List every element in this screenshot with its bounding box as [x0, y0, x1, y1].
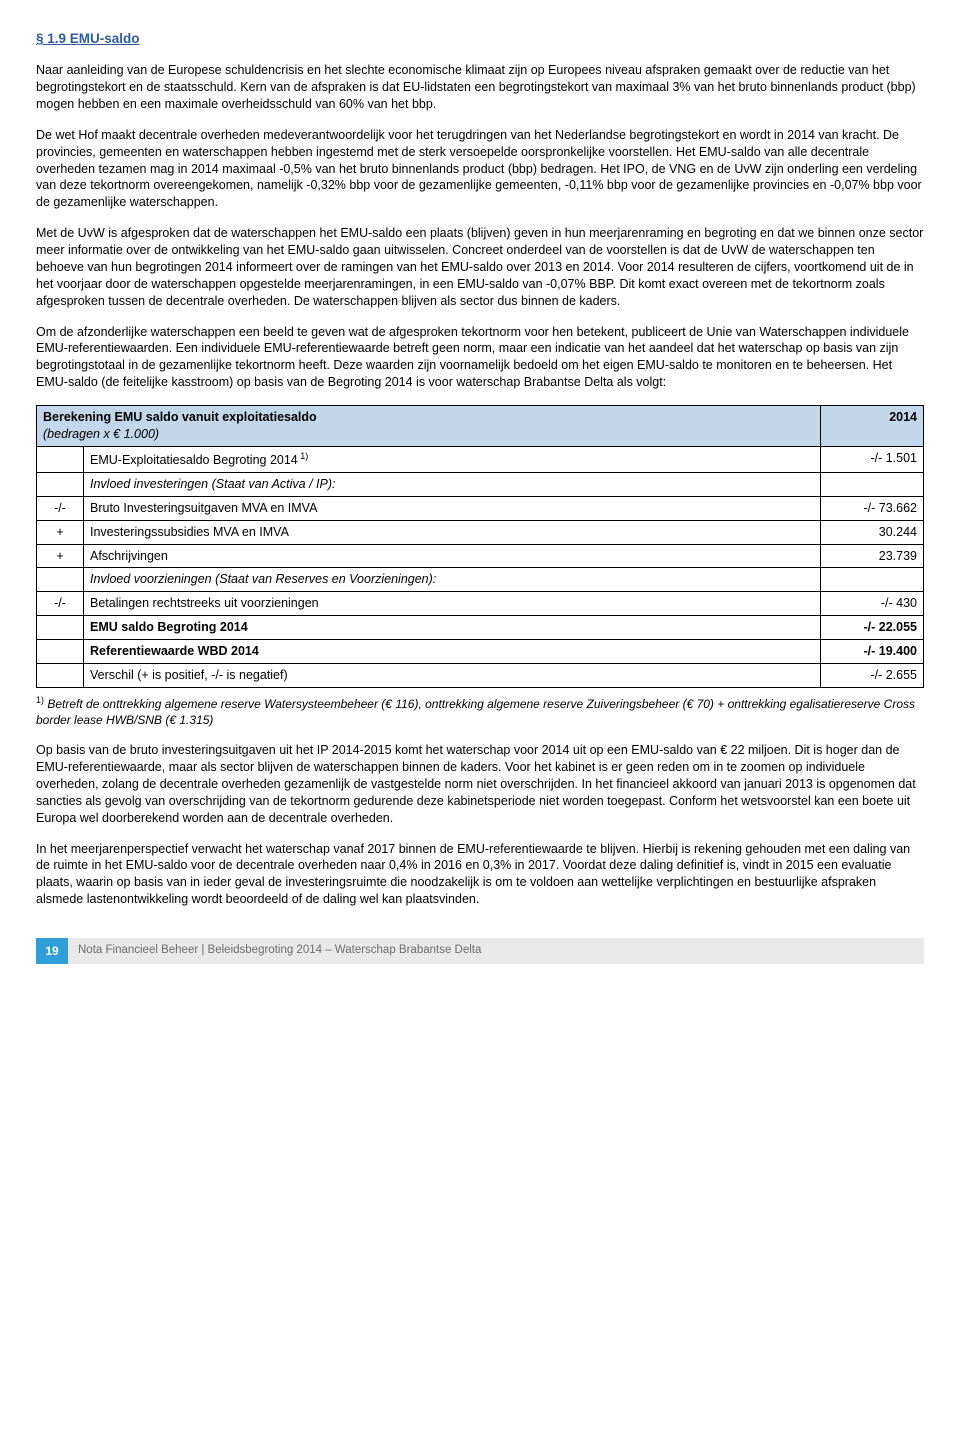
row-operator: +	[37, 544, 84, 568]
page-footer: 19 Nota Financieel Beheer | Beleidsbegro…	[36, 938, 924, 964]
row-value	[821, 472, 924, 496]
row-value: -/- 2.655	[821, 663, 924, 687]
row-operator	[37, 663, 84, 687]
row-value: -/- 1.501	[821, 446, 924, 472]
table-row: EMU saldo Begroting 2014-/- 22.055	[37, 616, 924, 640]
row-label: EMU-Exploitatiesaldo Begroting 2014 1)	[84, 446, 821, 472]
paragraph-5: Op basis van de bruto investeringsuitgav…	[36, 742, 924, 826]
table-row: -/-Bruto Investeringsuitgaven MVA en IMV…	[37, 496, 924, 520]
row-operator: -/-	[37, 592, 84, 616]
row-label: EMU saldo Begroting 2014	[84, 616, 821, 640]
table-row: -/-Betalingen rechtstreeks uit voorzieni…	[37, 592, 924, 616]
footnote-marker: 1)	[36, 695, 44, 705]
row-label: Referentiewaarde WBD 2014	[84, 640, 821, 664]
table-row: Invloed investeringen (Staat van Activa …	[37, 472, 924, 496]
row-label: Bruto Investeringsuitgaven MVA en IMVA	[84, 496, 821, 520]
paragraph-3: Met de UvW is afgesproken dat de watersc…	[36, 225, 924, 309]
row-value: -/- 19.400	[821, 640, 924, 664]
footnote-text: Betreft de onttrekking algemene reserve …	[36, 697, 915, 727]
row-label: Invloed voorzieningen (Staat van Reserve…	[84, 568, 821, 592]
row-operator	[37, 472, 84, 496]
footer-text: Nota Financieel Beheer | Beleidsbegrotin…	[68, 938, 924, 964]
row-operator: -/-	[37, 496, 84, 520]
table-row: Verschil (+ is positief, -/- is negatief…	[37, 663, 924, 687]
paragraph-2: De wet Hof maakt decentrale overheden me…	[36, 127, 924, 211]
table-row: Invloed voorzieningen (Staat van Reserve…	[37, 568, 924, 592]
row-label: Verschil (+ is positief, -/- is negatief…	[84, 663, 821, 687]
table-row: +Investeringssubsidies MVA en IMVA30.244	[37, 520, 924, 544]
page-number: 19	[36, 938, 68, 964]
table-row: EMU-Exploitatiesaldo Begroting 2014 1)-/…	[37, 446, 924, 472]
table-row: Referentiewaarde WBD 2014-/- 19.400	[37, 640, 924, 664]
table-header-line1: Berekening EMU saldo vanuit exploitaties…	[43, 410, 317, 424]
row-label: Investeringssubsidies MVA en IMVA	[84, 520, 821, 544]
section-heading: § 1.9 EMU-saldo	[36, 30, 924, 48]
row-label: Invloed investeringen (Staat van Activa …	[84, 472, 821, 496]
row-value: 30.244	[821, 520, 924, 544]
row-value	[821, 568, 924, 592]
table-footnote: 1) Betreft de onttrekking algemene reser…	[36, 694, 924, 728]
row-operator	[37, 616, 84, 640]
table-header-line2: (bedragen x € 1.000)	[43, 427, 159, 441]
table-header-title: Berekening EMU saldo vanuit exploitaties…	[37, 406, 821, 447]
table-header-year: 2014	[821, 406, 924, 447]
table-row: +Afschrijvingen23.739	[37, 544, 924, 568]
emu-calculation-table: Berekening EMU saldo vanuit exploitaties…	[36, 405, 924, 688]
row-operator	[37, 640, 84, 664]
row-label: Betalingen rechtstreeks uit voorzieninge…	[84, 592, 821, 616]
row-operator: +	[37, 520, 84, 544]
row-value: -/- 430	[821, 592, 924, 616]
row-value: -/- 22.055	[821, 616, 924, 640]
paragraph-1: Naar aanleiding van de Europese schulden…	[36, 62, 924, 113]
row-operator	[37, 446, 84, 472]
paragraph-6: In het meerjarenperspectief verwacht het…	[36, 841, 924, 909]
row-label: Afschrijvingen	[84, 544, 821, 568]
paragraph-4: Om de afzonderlijke waterschappen een be…	[36, 324, 924, 392]
row-value: -/- 73.662	[821, 496, 924, 520]
row-operator	[37, 568, 84, 592]
row-value: 23.739	[821, 544, 924, 568]
